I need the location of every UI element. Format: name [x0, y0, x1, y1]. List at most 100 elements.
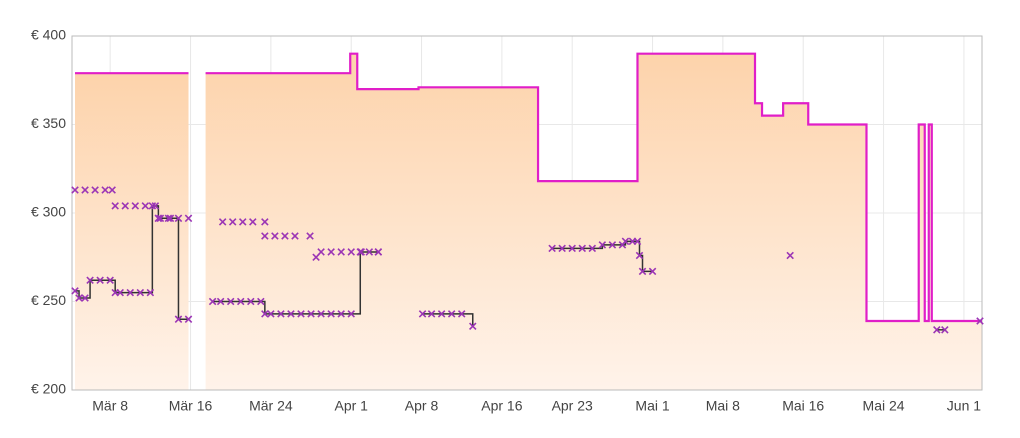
marker	[236, 297, 245, 306]
x-tick-label: Mär 8	[92, 398, 128, 414]
marker	[131, 202, 140, 210]
marker	[588, 244, 597, 253]
marker	[608, 241, 617, 249]
marker	[317, 310, 325, 318]
marker	[71, 287, 79, 295]
marker	[126, 288, 135, 297]
marker	[578, 244, 587, 253]
marker	[635, 251, 644, 260]
x-tick-label: Mai 24	[863, 398, 905, 414]
x-tick-label: Apr 1	[334, 398, 368, 414]
marker	[261, 232, 269, 240]
marker	[337, 248, 345, 256]
marker	[151, 202, 160, 210]
marker	[347, 248, 355, 256]
plot-frame	[71, 35, 983, 391]
x-tick-label: Mai 16	[782, 398, 824, 414]
marker	[568, 244, 576, 253]
marker	[271, 232, 279, 240]
y-tick-label: € 350	[31, 115, 66, 131]
marker	[427, 310, 436, 318]
x-tick-label: Apr 8	[405, 398, 439, 414]
marker	[327, 310, 335, 318]
marker	[558, 244, 566, 253]
marker	[208, 297, 217, 306]
marker	[327, 248, 335, 256]
marker	[146, 288, 155, 297]
marker	[238, 218, 247, 226]
marker	[154, 214, 163, 223]
marker	[633, 237, 642, 246]
marker	[261, 218, 269, 226]
y-tick-label: € 200	[31, 381, 66, 397]
marker	[81, 186, 89, 194]
marker	[337, 310, 345, 318]
marker	[786, 251, 794, 260]
marker	[267, 310, 275, 318]
marker	[96, 276, 104, 285]
y-tick-label: € 300	[31, 204, 66, 220]
marker	[156, 214, 165, 223]
marker	[281, 232, 289, 240]
marker	[148, 202, 157, 210]
marker	[226, 297, 235, 306]
y-tick-label: € 250	[31, 292, 66, 308]
marker	[136, 288, 145, 297]
x-tick-label: Mär 24	[249, 398, 293, 414]
x-tick-label: Mai 8	[706, 398, 740, 414]
marker	[277, 310, 285, 318]
marker	[306, 232, 314, 240]
marker	[249, 218, 257, 226]
marker	[257, 297, 265, 306]
marker	[933, 326, 941, 334]
marker	[347, 310, 355, 318]
marker	[307, 310, 315, 318]
x-tick-label: Apr 23	[552, 398, 593, 414]
marker	[468, 322, 477, 331]
marker	[81, 294, 89, 302]
marker	[75, 294, 83, 302]
price-line	[205, 52, 982, 323]
marker	[638, 267, 647, 276]
marker	[108, 186, 116, 194]
marker	[374, 248, 383, 256]
marker	[71, 186, 79, 194]
marker	[184, 214, 193, 223]
marker	[116, 288, 124, 297]
marker	[648, 267, 657, 276]
marker	[447, 310, 456, 318]
marker	[976, 317, 984, 325]
marker	[941, 326, 949, 334]
marker	[106, 276, 114, 285]
marker	[598, 241, 607, 249]
marker	[357, 248, 366, 256]
marker	[141, 202, 150, 210]
marker	[164, 214, 173, 223]
marker	[437, 310, 446, 318]
marker	[548, 244, 556, 253]
marker	[228, 218, 237, 226]
marker	[291, 232, 299, 240]
marker	[111, 202, 119, 210]
marker	[86, 276, 94, 285]
marker	[287, 310, 295, 318]
marker	[216, 297, 225, 306]
marker	[101, 186, 109, 194]
area	[75, 73, 189, 391]
x-tick-label: Mär 16	[169, 398, 213, 414]
marker	[317, 248, 325, 256]
marker	[166, 214, 175, 223]
x-tick-label: Apr 16	[481, 398, 522, 414]
marker	[218, 218, 227, 226]
marker	[261, 310, 269, 318]
marker	[418, 310, 427, 318]
marker	[174, 214, 183, 223]
marker	[365, 248, 374, 256]
marker	[457, 310, 466, 318]
marker	[621, 237, 630, 246]
marker	[91, 186, 99, 194]
marker	[247, 297, 255, 306]
marker	[297, 310, 305, 318]
y-tick-label: € 400	[31, 27, 66, 43]
